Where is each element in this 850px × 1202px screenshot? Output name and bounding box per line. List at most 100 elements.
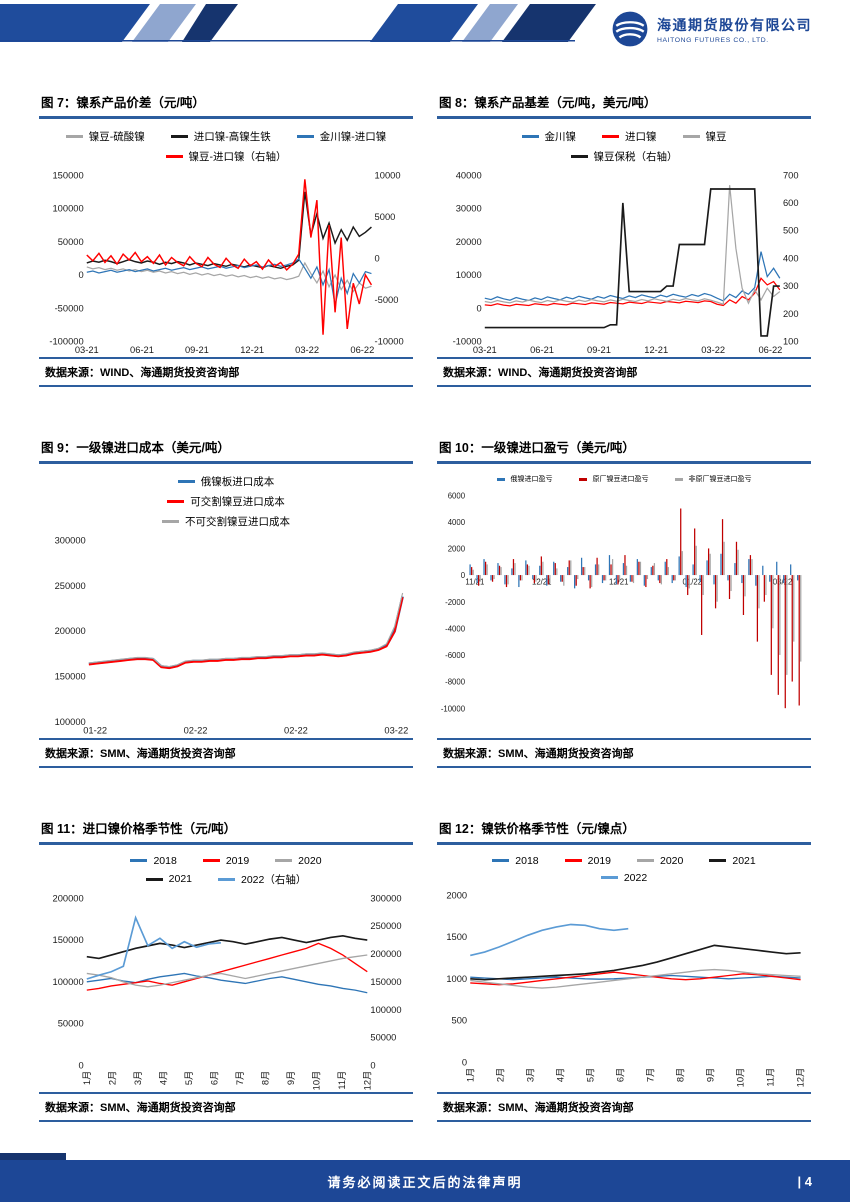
legend-swatch-icon <box>674 477 683 481</box>
legend-item: 2020 <box>275 855 322 867</box>
svg-text:150000: 150000 <box>52 170 83 180</box>
svg-text:12月: 12月 <box>362 1070 372 1090</box>
legend-item: 2018 <box>130 854 177 867</box>
legend-swatch-icon <box>600 876 618 880</box>
svg-text:0: 0 <box>370 1060 375 1070</box>
chart-legend: 金川镍 进口镍 镍豆 镍豆保税（右轴） <box>474 129 774 164</box>
footer-page-number: | 4 <box>797 1173 812 1189</box>
svg-text:06-21: 06-21 <box>130 345 154 355</box>
legend-label: 镍豆保税（右轴） <box>593 151 678 163</box>
svg-text:10月: 10月 <box>736 1067 746 1087</box>
svg-text:11月: 11月 <box>766 1067 776 1086</box>
legend-label: 2018 <box>153 854 177 867</box>
legend-swatch-icon <box>637 859 654 863</box>
svg-text:10000: 10000 <box>456 270 482 280</box>
legend-item: 金川镍-进口镍 <box>296 129 387 144</box>
chart-source: 数据来源：SMM、海通期货投资咨询部 <box>437 737 811 768</box>
legend-item: 原厂镍豆进口盈亏 <box>578 474 649 484</box>
legend-label: 金川镍-进口镍 <box>319 131 387 143</box>
chart-title: 图 8：镍系产品基差（元/吨，美元/吨） <box>437 92 811 119</box>
chart-plot: 6000 4000 2000 0 -2000 -4000 -6000 -8000 -10000 1… <box>441 491 802 713</box>
legend-label: 2021 <box>732 854 756 867</box>
legend-swatch-icon <box>218 877 235 881</box>
chart-plot: 150000100000500000-50000-100000100005000… <box>49 170 403 355</box>
chart-source: 数据来源：WIND、海通期货投资咨询部 <box>437 357 811 387</box>
svg-text:1月: 1月 <box>465 1067 475 1082</box>
svg-text:11月: 11月 <box>337 1070 347 1089</box>
legend-label: 原厂镍豆进口盈亏 <box>592 476 649 483</box>
page-footer: 请务必阅读正文后的法律声明 | 4 <box>0 1153 850 1202</box>
svg-text:0: 0 <box>375 253 380 263</box>
svg-text:06-22: 06-22 <box>350 345 374 355</box>
legend-swatch-icon <box>162 520 179 523</box>
company-logo: 海通期货股份有限公司 HAITONG FUTURES CO., LTD. <box>611 10 812 48</box>
legend-label: 可交割镍豆进口成本 <box>190 496 285 508</box>
haitong-logo-icon <box>612 11 648 47</box>
svg-text:-5000: -5000 <box>375 295 399 305</box>
svg-text:02-22: 02-22 <box>284 725 308 735</box>
chart-block-fig11: 图 11：进口镍价格季节性（元/吨） 2018 2019 2020 2021 2022（… <box>39 818 413 1123</box>
legend-label: 2022 <box>623 871 648 884</box>
chart-legend: 2018 2019 2020 2021 2022 <box>474 855 774 884</box>
svg-text:10000: 10000 <box>375 170 401 180</box>
svg-text:3月: 3月 <box>525 1067 535 1082</box>
chart-title: 图 12：镍铁价格季节性（元/镍点） <box>437 818 811 845</box>
svg-text:01/22: 01/22 <box>683 577 702 586</box>
svg-text:500: 500 <box>783 226 799 236</box>
chart-title: 图 7：镍系产品价差（元/吨） <box>39 92 413 119</box>
svg-text:02-22: 02-22 <box>184 725 208 735</box>
legend-item: 镍豆-硫酸镍 <box>65 129 145 144</box>
legend-label: 非原厂镍豆进口盈亏 <box>688 476 752 483</box>
legend-label: 镍豆-硫酸镍 <box>88 131 145 143</box>
svg-text:0: 0 <box>476 303 481 313</box>
footer-bar: 请务必阅读正文后的法律声明 | 4 <box>0 1160 850 1202</box>
legend-swatch-icon <box>682 135 700 138</box>
svg-text:250000: 250000 <box>55 581 86 591</box>
svg-text:100000: 100000 <box>370 1004 401 1014</box>
chart-block-fig10: 图 10：一级镍进口盈亏（美元/吨） 俄镍进口盈亏 原厂镍豆进口盈亏 非原厂镍豆进口… <box>437 437 811 768</box>
svg-text:200000: 200000 <box>55 626 86 636</box>
svg-text:150000: 150000 <box>55 672 86 682</box>
svg-text:2000: 2000 <box>448 545 466 554</box>
chart-title: 图 11：进口镍价格季节性（元/吨） <box>39 818 413 845</box>
svg-text:300000: 300000 <box>55 535 86 545</box>
svg-text:9月: 9月 <box>286 1070 296 1085</box>
svg-text:50000: 50000 <box>58 237 84 247</box>
svg-text:0: 0 <box>78 270 83 280</box>
svg-text:4000: 4000 <box>448 518 466 527</box>
svg-text:03/22: 03/22 <box>773 577 792 586</box>
legend-swatch-icon <box>709 859 727 863</box>
chart-block-fig7: 图 7：镍系产品价差（元/吨） 镍豆-硫酸镍 进口镍-高镍生铁 金川镍-进口镍 镍豆-… <box>39 92 413 387</box>
legend-swatch-icon <box>521 135 539 138</box>
chart-legend: 俄镍进口盈亏 原厂镍豆进口盈亏 非原厂镍豆进口盈亏 <box>496 474 752 484</box>
chart-block-fig8: 图 8：镍系产品基差（元/吨，美元/吨） 金川镍 进口镍 镍豆 镍豆保税（右轴） 400… <box>437 92 811 387</box>
legend-label: 2019 <box>587 854 611 867</box>
svg-text:01-22: 01-22 <box>83 725 107 735</box>
footer-disclaimer: 请务必阅读正文后的法律声明 <box>327 1174 523 1190</box>
svg-text:150000: 150000 <box>370 977 401 987</box>
svg-text:200000: 200000 <box>370 949 401 959</box>
svg-text:06-22: 06-22 <box>758 345 782 355</box>
legend-label: 镍豆 <box>705 131 727 143</box>
svg-text:50000: 50000 <box>370 1032 396 1042</box>
svg-text:5月: 5月 <box>585 1067 595 1082</box>
svg-text:300000: 300000 <box>370 893 401 903</box>
chart-canvas-fig8: 金川镍 进口镍 镍豆 镍豆保税（右轴） 40000 30000 20000 10000 0 -10… <box>437 119 811 357</box>
svg-text:-50000: -50000 <box>55 303 84 313</box>
legend-item: 进口镍 <box>602 129 657 144</box>
svg-text:-6000: -6000 <box>445 651 466 660</box>
chart-block-fig12: 图 12：镍铁价格季节性（元/镍点） 2018 2019 2020 2021 2022 2… <box>437 818 811 1123</box>
legend-swatch-icon <box>130 859 148 863</box>
company-name-en: HAITONG FUTURES CO., LTD. <box>657 36 769 44</box>
legend-swatch-icon <box>170 135 188 138</box>
svg-text:2000: 2000 <box>446 890 467 900</box>
svg-text:1500: 1500 <box>446 932 467 942</box>
legend-item: 2021 <box>709 854 756 867</box>
svg-text:10月: 10月 <box>311 1070 321 1090</box>
svg-text:150000: 150000 <box>53 935 84 945</box>
svg-text:06-21: 06-21 <box>530 345 554 355</box>
svg-text:1月: 1月 <box>82 1070 92 1085</box>
legend-item: 2018 <box>492 855 539 867</box>
